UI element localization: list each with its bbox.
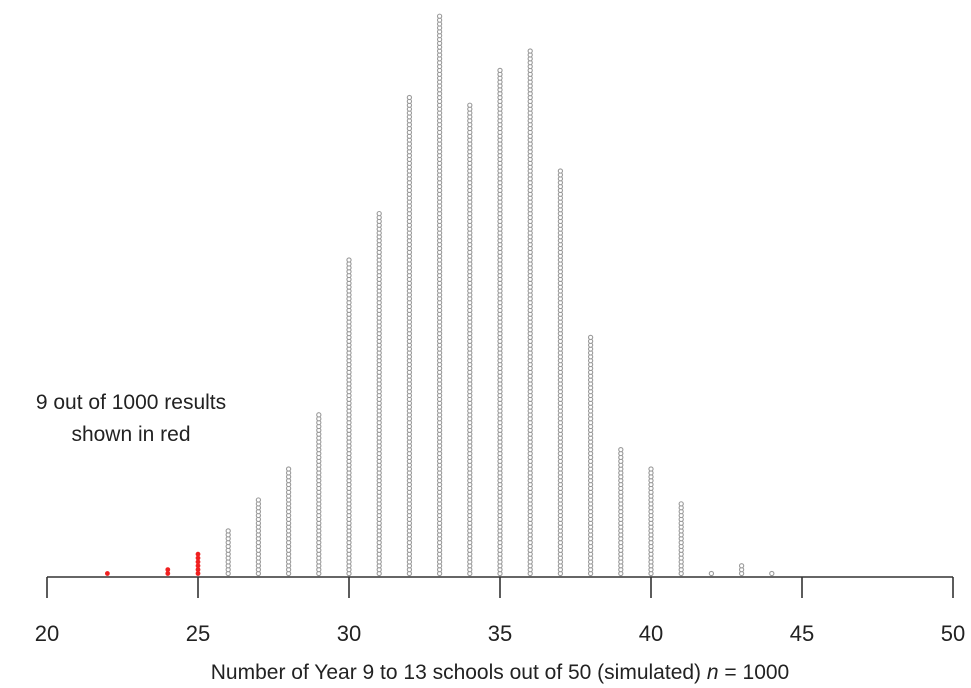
red-dot-x24 xyxy=(165,567,171,573)
x-tick-label-45: 45 xyxy=(790,621,814,646)
grey-dot-x37 xyxy=(557,168,564,174)
x-tick-label-50: 50 xyxy=(941,621,965,646)
grey-dot-x40 xyxy=(648,466,654,472)
x-tick-label-35: 35 xyxy=(488,621,512,646)
red-dot-x25 xyxy=(195,571,201,576)
grey-dot-x27 xyxy=(255,497,262,503)
red-dot-x25 xyxy=(195,559,201,565)
grey-dot-x32 xyxy=(406,94,413,101)
grey-dot-x44 xyxy=(769,570,775,577)
red-dot-x22 xyxy=(105,571,110,576)
red-dot-x24 xyxy=(165,571,171,576)
grey-dot-x43 xyxy=(738,563,745,569)
red-dot-x25 xyxy=(195,555,201,561)
x-tick-label-20: 20 xyxy=(35,621,59,646)
annotation-line-1: 9 out of 1000 results xyxy=(36,391,226,414)
annotation-note: 9 out of 1000 results shown in red xyxy=(36,391,226,446)
grey-dot-x36 xyxy=(527,48,533,54)
grey-dot-x31 xyxy=(376,210,382,217)
red-dot-x25 xyxy=(195,551,201,557)
grey-dot-x39 xyxy=(618,447,624,453)
grey-dot-x35 xyxy=(497,67,503,74)
grey-dot-x29 xyxy=(316,412,322,418)
grey-dot-x38 xyxy=(587,334,594,341)
x-tick-label-30: 30 xyxy=(337,621,361,646)
x-axis-label: Number of Year 9 to 13 schools out of 50… xyxy=(211,661,789,684)
grey-dot-x33 xyxy=(436,13,443,19)
grey-dot-x41 xyxy=(678,501,684,507)
red-dot-x25 xyxy=(195,567,201,573)
grey-dot-x28 xyxy=(285,466,292,472)
grey-dot-x34 xyxy=(467,102,473,108)
grey-dot-x42 xyxy=(708,570,715,577)
annotation-line-2: shown in red xyxy=(71,423,190,446)
x-tick-label-40: 40 xyxy=(639,621,663,646)
dots-layer xyxy=(105,13,775,577)
grey-dot-x30 xyxy=(346,257,352,263)
x-axis-ticks: 20 25 30 35 40 45 50 xyxy=(35,577,965,646)
x-tick-label-25: 25 xyxy=(186,621,210,646)
red-dot-x25 xyxy=(195,563,201,569)
grey-dot-x26 xyxy=(225,528,231,534)
